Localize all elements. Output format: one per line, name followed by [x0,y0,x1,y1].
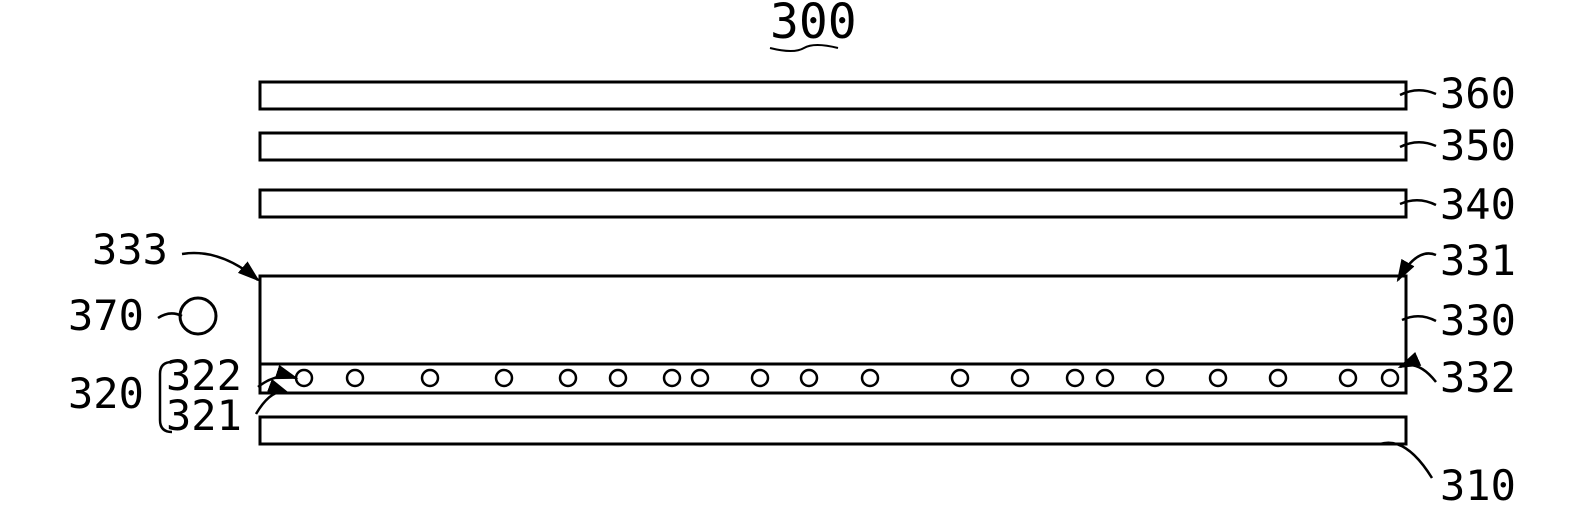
particle-dot [1382,370,1398,386]
ref-label-320: 320 [68,369,144,418]
particle-dot [1147,370,1163,386]
particle-dot [1270,370,1286,386]
ref-label-332: 332 [1440,353,1516,402]
particle-dot [347,370,363,386]
ref-label-340: 340 [1440,180,1516,229]
light-source-370 [180,298,216,334]
layer-320 [260,364,1406,393]
ref-label-331: 331 [1440,236,1516,285]
particle-dot [1340,370,1356,386]
particle-dot [496,370,512,386]
particle-dot [692,370,708,386]
particle-dot [1097,370,1113,386]
ref-label-360: 360 [1440,69,1516,118]
particle-dot [1210,370,1226,386]
layer-330-main [260,276,1406,364]
leader-line [1380,443,1432,478]
particle-dot [862,370,878,386]
particle-dot [610,370,626,386]
particle-dot [560,370,576,386]
particle-dot [952,370,968,386]
particle-dot [1012,370,1028,386]
ref-label-333: 333 [92,225,168,274]
leader-line [258,376,296,387]
ref-label-321: 321 [166,391,242,440]
layer-340 [260,190,1406,217]
ref-label-330: 330 [1440,296,1516,345]
leader-line [158,313,182,318]
ref-label-350: 350 [1440,121,1516,170]
diagram-title: 300 [770,0,857,50]
particle-dot [422,370,438,386]
particle-dot [664,370,680,386]
ref-label-370: 370 [68,291,144,340]
particle-dot [752,370,768,386]
particle-dot [1067,370,1083,386]
particle-dot [801,370,817,386]
leader-line [256,392,288,414]
layer-310 [260,417,1406,444]
particle-dot [296,370,312,386]
leader-line [182,253,258,280]
layer-350 [260,133,1406,160]
layer-360 [260,82,1406,109]
ref-label-310: 310 [1440,461,1516,509]
